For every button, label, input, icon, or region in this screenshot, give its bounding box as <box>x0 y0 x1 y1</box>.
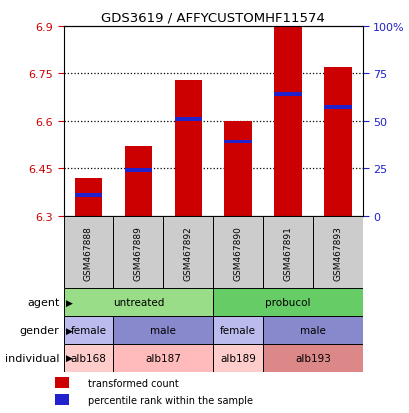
Bar <box>113 344 213 372</box>
Bar <box>213 316 263 344</box>
Text: male: male <box>299 325 325 335</box>
Text: GSM467893: GSM467893 <box>333 225 342 280</box>
Bar <box>263 316 362 344</box>
Text: alb187: alb187 <box>145 353 181 363</box>
Text: ▶: ▶ <box>65 298 72 307</box>
Bar <box>55 377 69 389</box>
Text: alb193: alb193 <box>294 353 330 363</box>
Text: percentile rank within the sample: percentile rank within the sample <box>88 395 252 405</box>
Title: GDS3619 / AFFYCUSTOMHF11574: GDS3619 / AFFYCUSTOMHF11574 <box>101 11 324 24</box>
Text: female: female <box>70 325 106 335</box>
Text: male: male <box>150 325 176 335</box>
Text: GSM467891: GSM467891 <box>283 225 292 280</box>
Bar <box>324 105 351 109</box>
Text: GSM467892: GSM467892 <box>183 225 192 280</box>
Text: GSM467888: GSM467888 <box>84 225 93 280</box>
Bar <box>113 216 163 289</box>
Bar <box>63 316 113 344</box>
Text: GSM467889: GSM467889 <box>134 225 142 280</box>
Text: agent: agent <box>27 297 59 308</box>
Bar <box>113 316 213 344</box>
Bar <box>324 68 351 216</box>
Bar <box>63 216 113 289</box>
Bar <box>213 216 263 289</box>
Bar <box>224 140 251 144</box>
Bar <box>174 118 202 122</box>
Bar <box>213 344 263 372</box>
Text: ▶: ▶ <box>65 354 72 362</box>
Bar <box>63 289 213 316</box>
Bar <box>224 122 251 216</box>
Text: female: female <box>220 325 256 335</box>
Text: ▶: ▶ <box>65 326 72 335</box>
Bar <box>263 216 312 289</box>
Bar <box>274 93 301 97</box>
Bar <box>63 344 113 372</box>
Bar <box>55 394 69 406</box>
Bar <box>74 194 102 198</box>
Text: alb189: alb189 <box>220 353 256 363</box>
Bar <box>263 344 362 372</box>
Bar <box>124 147 152 216</box>
Bar <box>124 169 152 173</box>
Text: gender: gender <box>20 325 59 335</box>
Bar <box>163 216 213 289</box>
Text: GSM467890: GSM467890 <box>233 225 242 280</box>
Bar <box>74 178 102 216</box>
Bar <box>213 289 362 316</box>
Bar <box>174 81 202 216</box>
Bar <box>312 216 362 289</box>
Bar <box>274 27 301 216</box>
Text: probucol: probucol <box>265 297 310 308</box>
Text: untreated: untreated <box>112 297 164 308</box>
Text: transformed count: transformed count <box>88 378 178 388</box>
Text: individual: individual <box>5 353 59 363</box>
Text: alb168: alb168 <box>70 353 106 363</box>
